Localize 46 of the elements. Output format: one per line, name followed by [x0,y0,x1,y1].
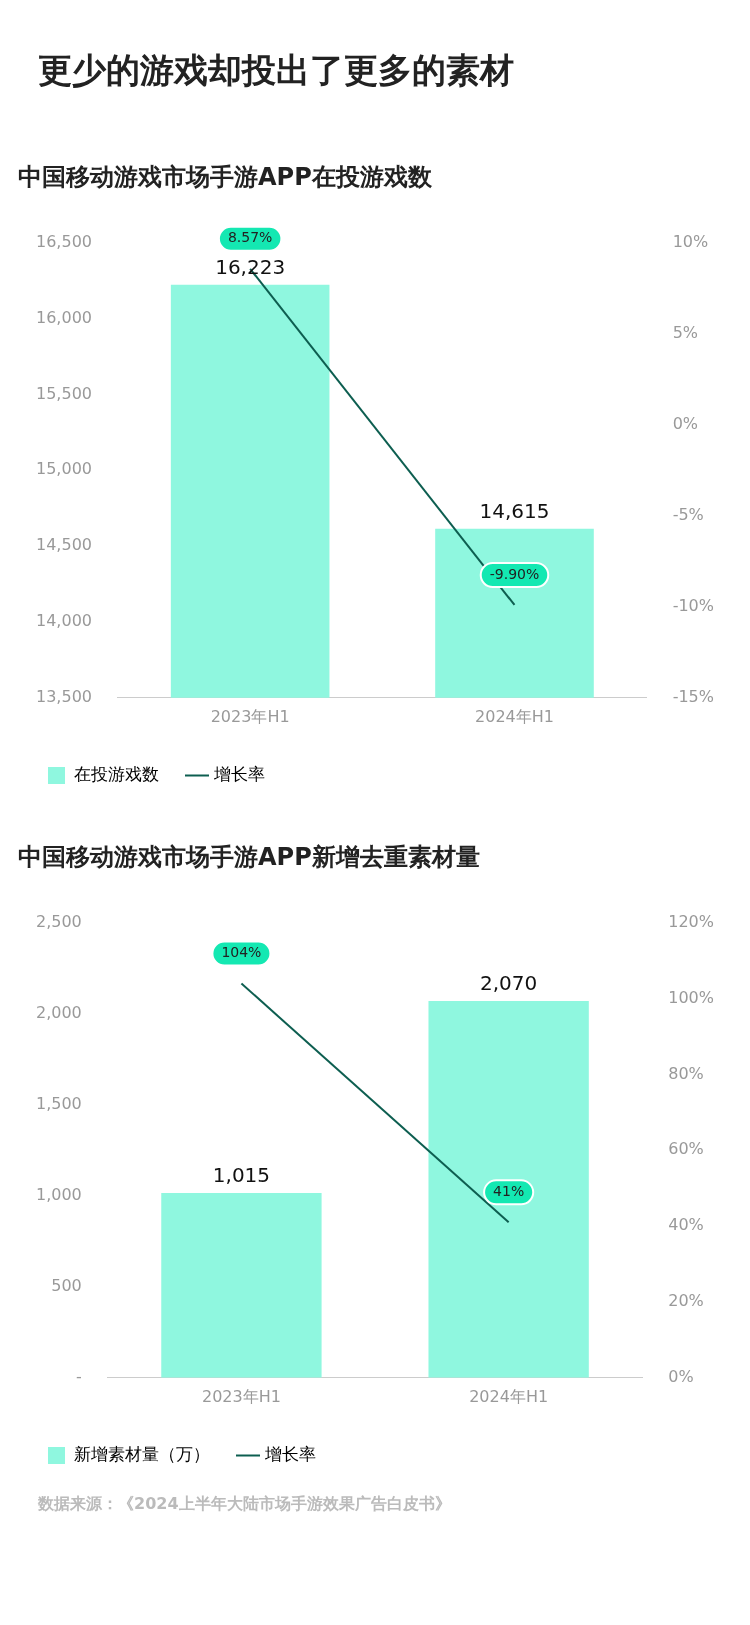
y-tick-label: 1,500 [35,1093,82,1113]
data-label: 14,615 [479,498,550,523]
data-label: 104% [221,944,262,961]
y2-tick-label: -10% [672,595,715,615]
x-tick-label: 2024年H1 [475,706,554,726]
y-tick-label: 1,000 [35,1184,82,1204]
y2-tick-label: 100% [668,987,715,1007]
x-tick-label: 2024年H1 [469,1386,549,1406]
data-label: 41% [493,1182,525,1199]
legend-label: 增长率 [213,763,265,784]
data-label: 8.57% [227,229,273,246]
x-tick-label: 2023年H1 [201,1386,281,1406]
y-tick-label: 2,000 [35,1002,82,1022]
y-tick-label: 14,500 [36,535,92,555]
data-label: 16,223 [215,255,286,280]
legend-label: 在投游戏数 [73,763,159,784]
data-label: 1,015 [212,1163,271,1188]
y-tick-label: 15,500 [36,383,92,403]
source-note: 数据来源：《2024上半年大陆市场手游效果广告白皮书》 [37,1493,452,1515]
y-tick-label: 500 [51,1275,82,1295]
x-tick-label: 2023年H1 [210,706,290,726]
data-label: 2,070 [480,971,538,996]
y-tick-label: 14,000 [36,611,92,631]
y-tick-label: 13,500 [36,686,92,706]
y-tick-label: - [76,1366,82,1386]
y2-tick-label: 120% [668,911,715,931]
y2-tick-label: 40% [668,1215,704,1235]
y2-tick-label: 10% [672,231,709,251]
legend-label: 新增素材量（万） [73,1443,210,1464]
y-tick-label: 16,500 [36,231,92,251]
chart-title: 更少的游戏却投出了更多的素材 [37,49,515,92]
y2-tick-label: -15% [672,686,715,706]
y2-tick-label: -5% [672,504,704,524]
y2-tick-label: 5% [672,322,699,342]
y2-tick-label: 60% [668,1139,704,1159]
y2-tick-label: 80% [668,1063,704,1083]
y-tick-label: 2,500 [35,911,82,931]
y-tick-label: 15,000 [36,459,92,479]
y2-tick-label: 20% [668,1291,704,1311]
y-tick-label: 16,000 [36,307,92,327]
chart-subtitle: 中国移动游戏市场手游APP在投游戏数 [18,162,433,191]
legend-label: 增长率 [264,1443,316,1464]
data-label: -9.90% [489,565,540,582]
y2-tick-label: 0% [668,1366,694,1386]
chart-title: 中国移动游戏市场手游APP新增去重素材量 [18,842,480,871]
y2-tick-label: 0% [672,413,699,433]
